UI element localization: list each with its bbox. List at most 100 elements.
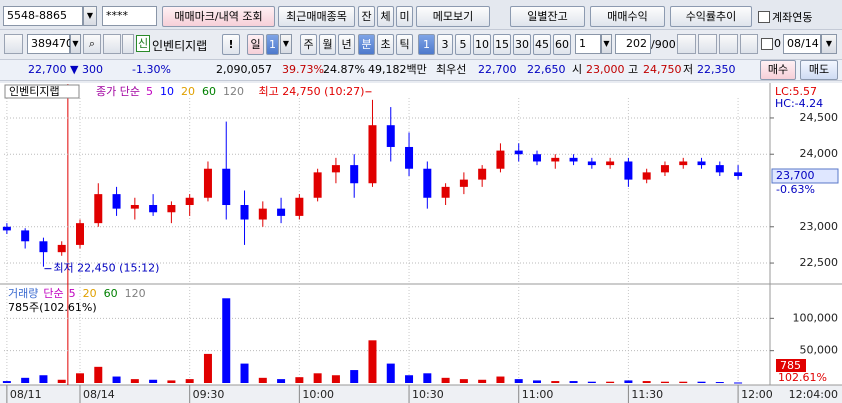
dropdown-arrow[interactable]: ▼	[83, 6, 97, 26]
button[interactable]: 45	[533, 34, 551, 55]
volume-bar	[185, 379, 194, 383]
checkbox[interactable]	[761, 38, 773, 50]
candle-body	[2, 226, 11, 231]
volume-bar	[240, 363, 249, 383]
list-icon[interactable]	[4, 34, 23, 54]
button[interactable]: 30	[513, 34, 531, 55]
volume-bar	[350, 370, 359, 383]
icon[interactable]	[719, 34, 738, 54]
y-tick-label: 50,000	[800, 344, 839, 357]
volume-bar	[258, 377, 267, 383]
dropdown-arrow[interactable]: ▼	[70, 34, 81, 54]
icon[interactable]	[122, 34, 134, 54]
volume-bar	[203, 353, 212, 383]
button[interactable]: 5	[455, 34, 471, 55]
button[interactable]: 분	[358, 34, 375, 55]
icon[interactable]	[698, 34, 717, 54]
settings-icon[interactable]	[740, 34, 758, 54]
button[interactable]: 초	[377, 34, 394, 55]
legend-title: 인벤티지랩	[9, 85, 60, 98]
candle-body	[167, 205, 176, 213]
quote-ratio: 24.87%	[323, 63, 365, 76]
volume-bar	[715, 382, 724, 384]
button[interactable]: 최근매매종목	[278, 6, 355, 27]
legend-entry: 5	[69, 287, 76, 300]
annotation: 최저 22,450 (15:12)	[53, 262, 159, 275]
dropdown-arrow[interactable]: ▼	[601, 34, 612, 54]
hc-label: HC:-4.24	[775, 97, 823, 110]
volume-bar	[313, 373, 322, 383]
candle-body	[94, 194, 103, 224]
button[interactable]: 잔	[358, 6, 375, 27]
last-volume-box	[776, 359, 806, 372]
candle-body	[313, 172, 322, 198]
button[interactable]: 일별잔고	[510, 6, 585, 27]
icon[interactable]	[677, 34, 696, 54]
button[interactable]: 1	[266, 34, 279, 55]
count-input[interactable]: 202	[615, 34, 651, 54]
button[interactable]: 10	[473, 34, 491, 55]
candle-body	[606, 161, 615, 166]
checkbox[interactable]	[758, 11, 770, 23]
button[interactable]: 수익률추이	[670, 6, 752, 27]
legend-entry: 60	[104, 287, 118, 300]
x-tick-label: 12:00	[741, 388, 773, 401]
buy-button[interactable]: 매수	[760, 60, 796, 80]
button[interactable]: 매매수익	[590, 6, 665, 27]
candle-body	[368, 125, 377, 184]
dropdown-arrow[interactable]: ▼	[280, 34, 292, 54]
icon[interactable]	[103, 34, 121, 54]
volume-bar	[295, 377, 304, 383]
button[interactable]: 60	[553, 34, 571, 55]
volume-bar	[459, 379, 468, 383]
candle-body	[624, 161, 633, 180]
volume-bar	[642, 381, 651, 383]
lc-label: LC:5.57	[775, 85, 817, 98]
search-icon[interactable]: ⌕	[83, 34, 101, 54]
candle-body	[587, 161, 596, 166]
x-tick-label: 11:30	[631, 388, 663, 401]
legend-entry: 10	[160, 85, 174, 98]
button[interactable]: 일	[247, 34, 264, 55]
candle-body	[679, 161, 688, 166]
chart-background	[0, 83, 842, 403]
candle-body	[734, 172, 743, 176]
candle-body	[459, 179, 468, 187]
quote-volume: 2,090,057	[216, 63, 272, 76]
volume-bar	[734, 382, 743, 384]
volume-bar	[496, 376, 505, 383]
quote-amount: 49,182백만	[368, 63, 427, 76]
candle-body	[149, 205, 158, 213]
button[interactable]: 15	[493, 34, 511, 55]
sell-button[interactable]: 매도	[800, 60, 838, 80]
account-input[interactable]: 5548-8865	[3, 6, 83, 26]
candle-body	[533, 154, 541, 162]
stock-name: 인벤티지랩	[152, 39, 208, 53]
count-max: /900	[651, 38, 676, 51]
volume-bar	[441, 377, 450, 383]
button[interactable]: 미	[396, 6, 413, 27]
volume-bar	[368, 340, 377, 383]
candle-body	[203, 168, 212, 198]
button[interactable]: 월	[319, 34, 336, 55]
button[interactable]: 메모보기	[416, 6, 490, 27]
market-badge: 신	[136, 35, 150, 52]
button[interactable]: 틱	[396, 34, 413, 55]
x-tick-label: 08/14	[83, 388, 115, 401]
button[interactable]: 3	[437, 34, 453, 55]
date-input[interactable]: 08/14	[783, 34, 821, 54]
quote-label: 고	[628, 63, 639, 76]
code-input[interactable]: 389470	[27, 34, 73, 54]
button[interactable]: 주	[300, 34, 317, 55]
button[interactable]: 매매마크/내역 조회	[162, 6, 275, 27]
password-input[interactable]: ****	[102, 6, 157, 26]
button[interactable]: 1	[418, 34, 435, 55]
button[interactable]: 체	[377, 6, 394, 27]
volume-subtitle: 785주(102.61%)	[8, 301, 97, 314]
candle-body	[331, 165, 340, 173]
interval-input[interactable]: 1	[575, 34, 601, 54]
button[interactable]: 년	[338, 34, 355, 55]
button[interactable]: !	[222, 34, 240, 55]
dropdown-arrow[interactable]: ▼	[821, 34, 837, 54]
